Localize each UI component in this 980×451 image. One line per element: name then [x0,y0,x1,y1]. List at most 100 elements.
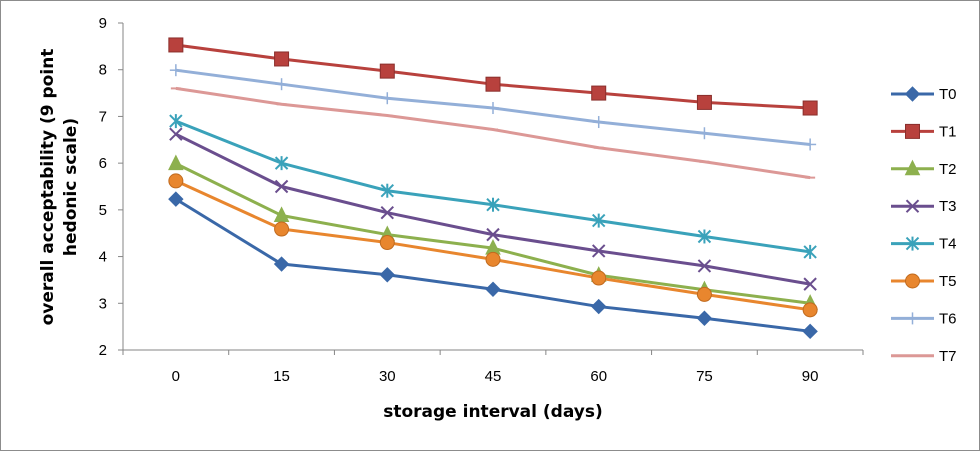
y-axis-title-line: hedonic scale) [61,118,81,256]
y-tick-label: 6 [99,155,107,172]
data-point [803,244,817,259]
data-point [487,102,499,115]
legend-item-t5: T5 [891,273,957,290]
legend-marker [905,236,920,251]
legend-marker [905,199,920,213]
data-point [274,156,289,171]
data-point [802,302,818,318]
legend-label: T7 [939,348,957,365]
data-point [380,205,394,220]
data-point [592,116,605,129]
data-point [697,229,712,244]
legend-item-t1: T1 [891,123,957,140]
data-point [696,94,712,110]
series-t5 [168,173,818,318]
data-point [169,64,182,77]
data-point [698,127,711,140]
legend-item-t6: T6 [891,310,957,327]
y-tick-label: 3 [99,295,107,312]
data-point [380,183,394,198]
marker-square [591,85,607,101]
legend-label: T1 [939,123,957,140]
data-point [591,85,607,101]
data-point [168,154,184,171]
data-point [803,277,817,291]
legend-label: T5 [939,273,957,290]
y-axis-title: overall acceptability (9 point hedonic sc… [38,49,81,326]
x-tick-label: 75 [696,368,713,385]
legend-label: T0 [939,86,957,103]
marker-diamond [904,86,921,102]
marker-diamond [379,267,395,283]
data-point [485,281,501,297]
marker-square [379,63,395,79]
data-point [802,323,818,340]
legend-marker [905,123,920,139]
marker-triangle [168,154,184,171]
data-point [379,63,395,79]
legend-item-t7: T7 [891,348,957,365]
data-point [592,213,606,228]
x-tick-label: 90 [802,368,819,385]
x-tick-label: 15 [273,368,290,385]
legend-marker [905,273,920,289]
legend-item-t4: T4 [891,236,957,253]
marker-diamond [802,323,818,340]
legend-item-t3: T3 [891,198,957,215]
data-point [274,221,290,237]
marker-diamond [485,281,501,297]
series-t3 [169,127,817,291]
x-tick-label: 30 [379,368,396,385]
data-point [168,191,184,207]
y-tick-label: 7 [99,108,107,125]
data-point [273,256,290,272]
legend-label: T6 [939,310,957,327]
data-point [275,78,288,91]
legend-item-t2: T2 [891,159,957,178]
marker-x [803,277,817,291]
marker-square [905,123,920,139]
data-point [486,227,500,242]
legend-item-t0: T0 [891,86,957,103]
y-tick-label: 9 [99,15,107,32]
y-tick-label: 5 [99,202,107,219]
data-point [169,114,183,129]
data-point [591,298,607,315]
y-axis-title-line: overall acceptability (9 point [38,49,58,326]
marker-square [802,100,818,116]
marker-square [696,94,712,110]
data-point [592,244,606,258]
data-point [486,197,500,212]
y-tick-label: 2 [99,342,107,359]
marker-circle [274,221,290,237]
marker-square [274,51,290,67]
data-point [804,138,817,151]
marker-circle [168,173,184,189]
legend-marker [906,312,919,325]
legend-marker [904,159,921,176]
data-point [273,206,290,222]
marker-x [905,199,920,213]
marker-x [697,259,712,273]
marker-circle [696,286,712,302]
x-tick-label: 60 [590,368,607,385]
legend-marker [904,86,921,102]
marker-diamond [273,256,290,272]
series-line [175,119,811,254]
marker-circle [905,273,920,289]
data-point [485,76,501,92]
data-point [168,37,184,53]
marker-diamond [591,298,607,315]
x-tick-label: 0 [172,368,180,385]
legend-label: T3 [939,198,957,215]
data-point [381,92,394,105]
y-tick-label: 4 [99,249,107,266]
marker-triangle [904,159,921,176]
data-point [274,51,290,67]
series-line [175,43,811,110]
series-t1 [168,37,818,116]
marker-circle [485,251,501,267]
series-t6 [169,64,817,151]
marker-x [380,205,394,220]
